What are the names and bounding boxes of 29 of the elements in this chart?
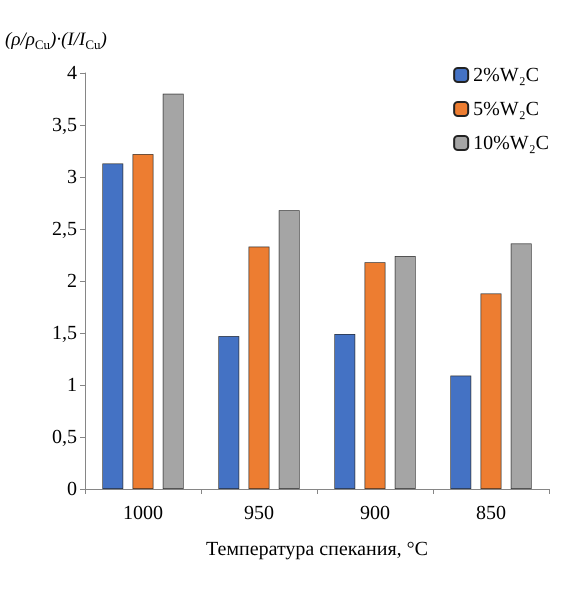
bar (132, 154, 154, 489)
y-tick-label: 3 (67, 166, 77, 188)
x-tick-label: 1000 (123, 502, 163, 524)
y-tick-label: 0 (67, 478, 77, 500)
y-tick-label: 1,5 (52, 322, 77, 344)
y-tick-label: 1 (67, 374, 77, 396)
bar (394, 256, 416, 489)
x-tick-label: 950 (244, 502, 274, 524)
y-tick-label: 2 (67, 270, 77, 292)
y-tick-label: 2,5 (52, 218, 77, 240)
bar (162, 94, 184, 489)
legend-label: 10%W₂C (473, 132, 550, 154)
legend-label: 5%W₂C (473, 98, 540, 120)
bar (248, 246, 270, 489)
bar (278, 210, 300, 489)
y-tick-label: 4 (67, 62, 77, 84)
bar (218, 336, 240, 489)
y-tick-label: 0,5 (52, 426, 77, 448)
bar (102, 163, 124, 489)
x-axis-title: Температура спекания, °C (206, 538, 428, 560)
x-tick-label: 900 (360, 502, 390, 524)
y-tick-label: 3,5 (52, 114, 77, 136)
legend-label: 2%W₂C (473, 64, 540, 86)
bar (364, 262, 386, 489)
bar (334, 334, 356, 489)
bar (450, 376, 472, 489)
x-tick-label: 850 (476, 502, 506, 524)
bar (510, 244, 532, 489)
bar (480, 293, 502, 489)
